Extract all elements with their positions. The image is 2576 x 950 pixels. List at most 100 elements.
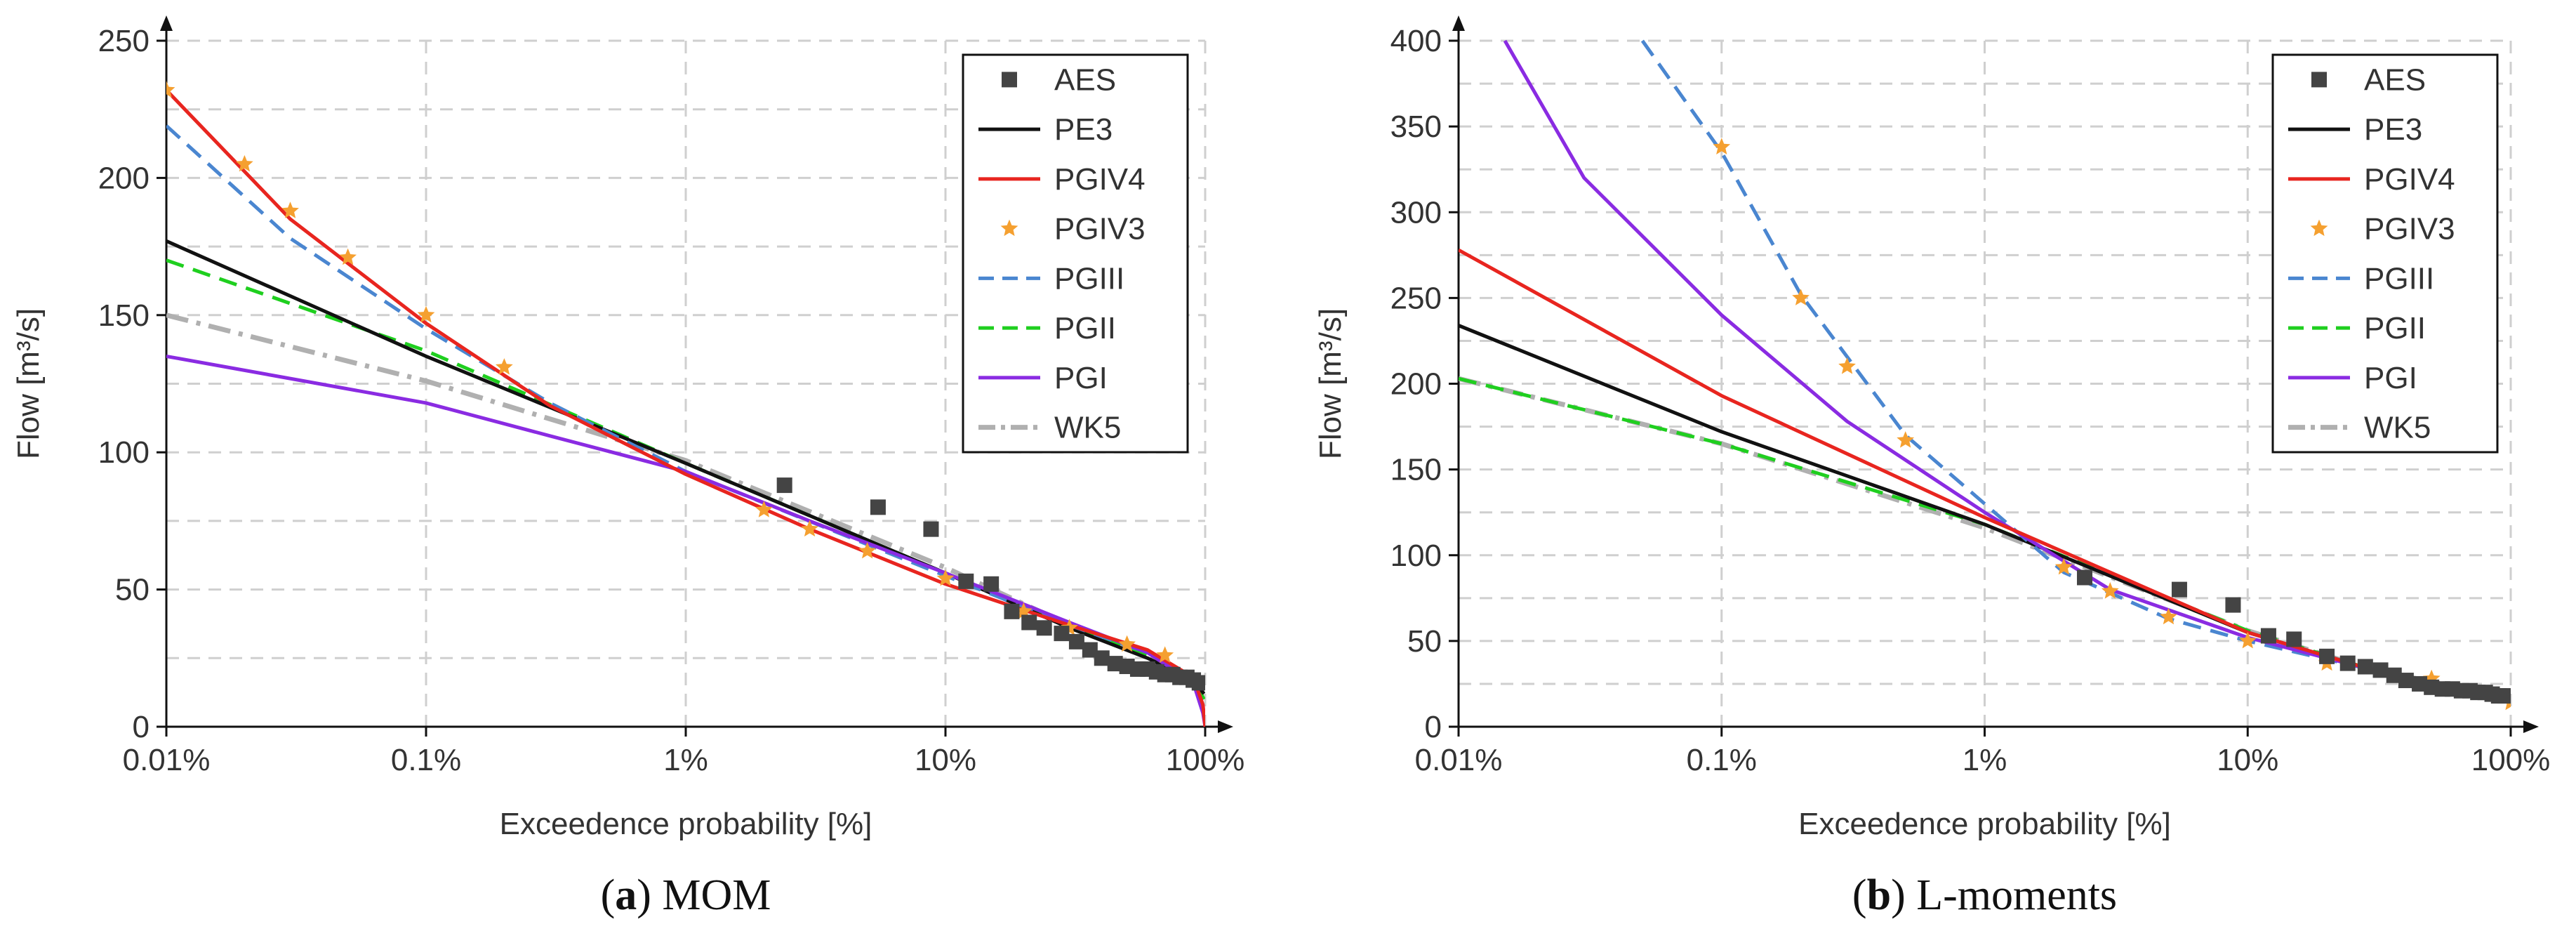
y-tick-label: 250 xyxy=(98,24,150,58)
data-point-aes xyxy=(2260,628,2276,644)
legend-label: PGIV4 xyxy=(1054,162,1146,197)
data-point-aes xyxy=(2497,688,2511,704)
legend-label: PGIII xyxy=(2364,261,2434,296)
x-axis-label: Exceedence probability [%] xyxy=(1798,807,2171,841)
data-point-pgiv3 xyxy=(2101,582,2119,599)
x-tick-label: 0.01% xyxy=(1415,743,1503,777)
legend-label: PGII xyxy=(1054,311,1116,345)
legend-item-pe3: PE3 xyxy=(2288,112,2422,147)
legend-label: AES xyxy=(2364,62,2426,97)
data-point-aes xyxy=(1068,633,1084,649)
legend-label: PGI xyxy=(1054,361,1108,395)
caption-paren-open: ( xyxy=(1852,871,1867,919)
x-tick-label: 100% xyxy=(2471,743,2551,777)
caption-letter: b xyxy=(1867,871,1891,919)
caption-text: MOM xyxy=(662,871,771,919)
data-point-aes xyxy=(1107,656,1123,672)
data-point-pgiv3 xyxy=(339,248,357,265)
data-point-pgiv3 xyxy=(1897,431,1915,448)
axes: 0 50 100 150 200 250 0.01% 0.1% 1% 10% 100% xyxy=(98,15,1245,777)
y-axis-arrow xyxy=(1452,15,1465,31)
data-point-pgiv3 xyxy=(1118,635,1136,652)
legend-item-wk5: WK5 xyxy=(978,411,1121,445)
data-point-aes xyxy=(2357,659,2373,675)
x-tick-label: 100% xyxy=(1166,743,1245,777)
y-axis-arrow xyxy=(160,15,173,31)
caption: (a) MOM xyxy=(601,871,771,919)
x-tick-label: 10% xyxy=(2217,743,2278,777)
data-point-pgiv3 xyxy=(858,541,876,559)
data-point-pgiv3 xyxy=(1156,646,1174,663)
legend-item-pe3: PE3 xyxy=(978,112,1113,147)
data-point-aes xyxy=(2319,648,2335,664)
y-axis-label: Flow [m³/s] xyxy=(1313,308,1348,459)
legend-swatch xyxy=(2311,72,2327,88)
legend-label: PGIII xyxy=(1054,261,1124,296)
data-point-pgiv3 xyxy=(1838,357,1856,374)
legend-item-pgiv4: PGIV4 xyxy=(978,162,1146,197)
data-point-pgiv3 xyxy=(417,305,435,323)
y-tick-label: 250 xyxy=(1390,281,1442,315)
data-point-pgiv3 xyxy=(281,202,299,218)
data-point-pgiv3 xyxy=(166,81,175,98)
data-point-pgiv3 xyxy=(496,358,513,375)
chart-a: 0 50 100 150 200 250 0.01% 0.1% 1% 10% 100% Flow [m… xyxy=(11,15,1244,919)
y-axis-label: Flow [m³/s] xyxy=(11,308,46,459)
legend-item-pgiv4: PGIV4 xyxy=(2288,162,2455,197)
legend-item-wk5: WK5 xyxy=(2288,411,2431,445)
data-point-aes xyxy=(1036,620,1052,636)
data-point-aes xyxy=(2412,675,2428,692)
data-point-aes xyxy=(1004,603,1020,619)
legend-label: PGIV4 xyxy=(2364,162,2455,197)
caption: (b) L-moments xyxy=(1852,871,2117,919)
legend-label: WK5 xyxy=(1054,411,1121,445)
legend-label: PGI xyxy=(2364,361,2417,395)
legend-item-pgii: PGII xyxy=(978,311,1116,345)
legend-label: PGII xyxy=(2364,311,2426,345)
y-tick-label: 200 xyxy=(1390,367,1442,402)
plot-area xyxy=(166,81,1205,727)
legend-item-pgii: PGII xyxy=(2288,311,2426,345)
data-point-pgiv3 xyxy=(801,520,818,537)
y-tick-label: 150 xyxy=(98,298,150,333)
data-point-aes xyxy=(2076,569,2092,586)
legend: AES PE3 PGIV4 PGIV3 PGIII PGII PGI WK5 xyxy=(2271,53,2499,454)
data-point-aes xyxy=(2398,673,2414,689)
series-aes xyxy=(776,477,1205,691)
x-axis-arrow xyxy=(1218,720,1233,733)
y-tick-label: 150 xyxy=(1390,453,1442,487)
legend-box xyxy=(2271,53,2499,454)
data-point-aes xyxy=(1191,675,1205,691)
legend-item-pgi: PGI xyxy=(978,361,1108,395)
legend-item-pgiv3: PGIV3 xyxy=(1000,212,1146,246)
data-point-aes xyxy=(2225,597,2241,613)
gridlines xyxy=(1459,39,2512,727)
y-tick-label: 200 xyxy=(98,161,150,195)
legend-item-pgiii: PGIII xyxy=(2288,261,2434,296)
data-point-aes xyxy=(1082,642,1098,658)
x-tick-label: 10% xyxy=(915,743,976,777)
y-tick-label: 0 xyxy=(133,710,150,744)
caption-paren-open: ( xyxy=(601,871,616,919)
y-tick-label: 400 xyxy=(1390,24,1442,58)
legend-label: PE3 xyxy=(1054,112,1113,147)
x-tick-label: 1% xyxy=(663,743,708,777)
y-tick-label: 350 xyxy=(1390,110,1442,144)
legend-label: PE3 xyxy=(2364,112,2422,147)
data-point-aes xyxy=(1021,614,1037,631)
legend-label: PGIV3 xyxy=(2364,212,2455,246)
data-point-aes xyxy=(2171,581,2187,598)
caption-paren-close: ) xyxy=(637,871,662,919)
y-tick-label: 100 xyxy=(98,435,150,470)
legend-box xyxy=(962,53,1189,454)
legend-item-pgiii: PGIII xyxy=(978,261,1124,296)
data-point-pgiv3 xyxy=(1792,289,1810,305)
data-point-aes xyxy=(776,477,792,494)
x-tick-label: 0.1% xyxy=(1687,743,1757,777)
y-tick-label: 50 xyxy=(115,573,150,607)
x-tick-label: 0.1% xyxy=(391,743,461,777)
data-point-aes xyxy=(1054,626,1070,642)
caption-letter: a xyxy=(615,871,637,919)
